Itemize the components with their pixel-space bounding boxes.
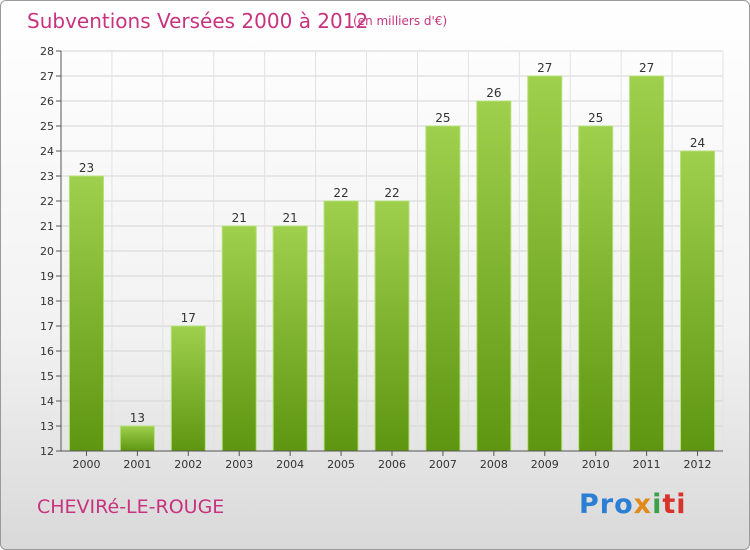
x-tick-label: 2007: [429, 458, 457, 471]
bar-2009[interactable]: [527, 75, 563, 452]
y-tick-label: 18: [40, 295, 54, 308]
bar-value-label: 27: [537, 61, 552, 75]
y-tick-label: 22: [40, 195, 54, 208]
x-tick-label: 2000: [72, 458, 100, 471]
chart-title: Subventions Versées 2000 à 2012: [27, 9, 369, 33]
bar-value-label: 24: [690, 136, 705, 150]
x-tick-label: 2009: [531, 458, 559, 471]
bar-value-label: 27: [639, 61, 654, 75]
proxiti-logo[interactable]: Proxiti: [579, 489, 687, 520]
y-tick-label: 19: [40, 270, 54, 283]
bar-value-label: 25: [588, 111, 603, 125]
y-tick-label: 24: [40, 145, 54, 158]
x-tick-label: 2003: [225, 458, 253, 471]
bar-2006[interactable]: [374, 200, 410, 452]
x-tick-label: 2012: [684, 458, 712, 471]
y-tick-label: 20: [40, 245, 54, 258]
bar-2007[interactable]: [425, 125, 461, 452]
bar-2008[interactable]: [476, 100, 512, 452]
y-tick-label: 12: [40, 445, 54, 458]
axes: 12 13 14 15 16 17 18 19 20 21 22 23 24 25 26 27 28 2000 20…: [40, 45, 723, 471]
y-tick-label: 15: [40, 370, 54, 383]
bar-2000[interactable]: [68, 175, 104, 452]
y-tick-label: 14: [40, 395, 54, 408]
bar-value-label: 25: [435, 111, 450, 125]
y-tick-label: 13: [40, 420, 54, 433]
commune-name: CHEVIRé-LE-ROUGE: [37, 496, 225, 518]
x-tick-label: 2005: [327, 458, 355, 471]
x-tick-label: 2004: [276, 458, 304, 471]
bar-value-label: 22: [384, 186, 399, 200]
logo-part-1: Pro: [579, 489, 634, 520]
y-tick-label: 28: [40, 45, 54, 58]
y-tick-label: 16: [40, 345, 54, 358]
logo-part-3: i: [652, 489, 663, 520]
bar-2004[interactable]: [272, 225, 308, 452]
bar-2003[interactable]: [221, 225, 257, 452]
y-tick-label: 27: [40, 70, 54, 83]
bar-value-label: 26: [486, 86, 501, 100]
bar-2010[interactable]: [578, 125, 614, 452]
x-tick-label: 2001: [123, 458, 151, 471]
y-tick-label: 17: [40, 320, 54, 333]
logo-part-2: x: [633, 489, 653, 520]
x-tick-label: 2008: [480, 458, 508, 471]
bar-value-label: 13: [130, 411, 145, 425]
bar-value-label: 21: [232, 211, 247, 225]
x-tick-label: 2011: [633, 458, 661, 471]
y-tick-label: 25: [40, 120, 54, 133]
bar-2001[interactable]: [119, 425, 155, 452]
bar-2002[interactable]: [170, 325, 206, 452]
x-tick-label: 2010: [582, 458, 610, 471]
y-tick-label: 21: [40, 220, 54, 233]
bar-2012[interactable]: [680, 150, 716, 452]
x-tick-label: 2006: [378, 458, 406, 471]
chart-subtitle: (en milliers d'€): [353, 14, 448, 28]
bars: 23 13 17 21 21 22 22 25 26 27 25 27 24: [68, 61, 716, 452]
bar-value-label: 21: [283, 211, 298, 225]
bar-2011[interactable]: [629, 75, 665, 452]
bar-2005[interactable]: [323, 200, 359, 452]
logo-part-4: ti: [662, 489, 687, 520]
x-tick-label: 2002: [174, 458, 202, 471]
bar-value-label: 22: [333, 186, 348, 200]
bar-value-label: 23: [79, 161, 94, 175]
y-tick-label: 26: [40, 95, 54, 108]
bar-value-label: 17: [181, 311, 196, 325]
y-tick-label: 23: [40, 170, 54, 183]
